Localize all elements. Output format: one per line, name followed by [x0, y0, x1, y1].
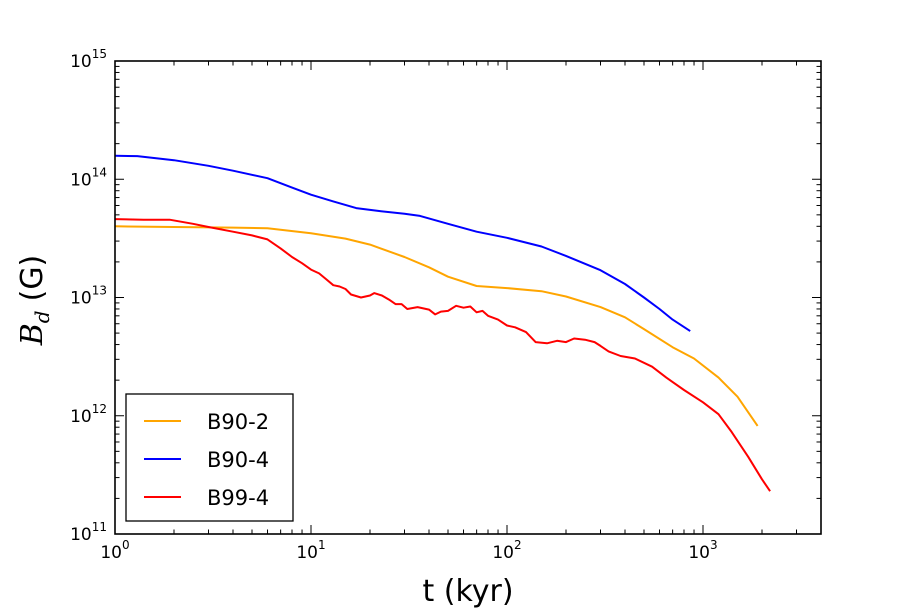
x-tick-label: 100	[100, 538, 129, 563]
y-axis-unit: (G)	[15, 255, 50, 302]
y-tick-label: 1012	[70, 402, 107, 427]
y-tick-label: 1013	[70, 284, 107, 309]
y-tick-label: 1015	[70, 47, 107, 72]
y-tick-label: 1011	[70, 520, 107, 545]
tick-labels: 100 101 102 103 1011 1012 1013 1014 1015	[70, 47, 718, 563]
x-tick-label: 101	[296, 538, 325, 563]
legend-label-b90-2: B90-2	[207, 410, 269, 434]
legend: B90-2 B90-4 B99-4	[125, 393, 294, 522]
x-tick-label: 102	[492, 538, 521, 563]
x-tick-label: 103	[688, 538, 717, 563]
legend-label-b99-4: B99-4	[207, 486, 269, 510]
legend-label-b90-4: B90-4	[207, 448, 269, 472]
y-axis-subscript: d	[30, 310, 54, 323]
series-line-b90-2	[114, 225, 759, 427]
x-axis-title: t (kyr)	[422, 574, 513, 609]
y-tick-label: 1014	[70, 165, 107, 190]
series-lines	[114, 154, 771, 492]
y-axis-symbol: B	[15, 323, 50, 346]
legend-box	[125, 393, 294, 522]
series-line-b99-4	[114, 218, 771, 492]
series-line-b90-4	[114, 154, 691, 332]
y-axis-title: Bd (G)	[15, 255, 54, 347]
plot-frame	[114, 60, 822, 535]
